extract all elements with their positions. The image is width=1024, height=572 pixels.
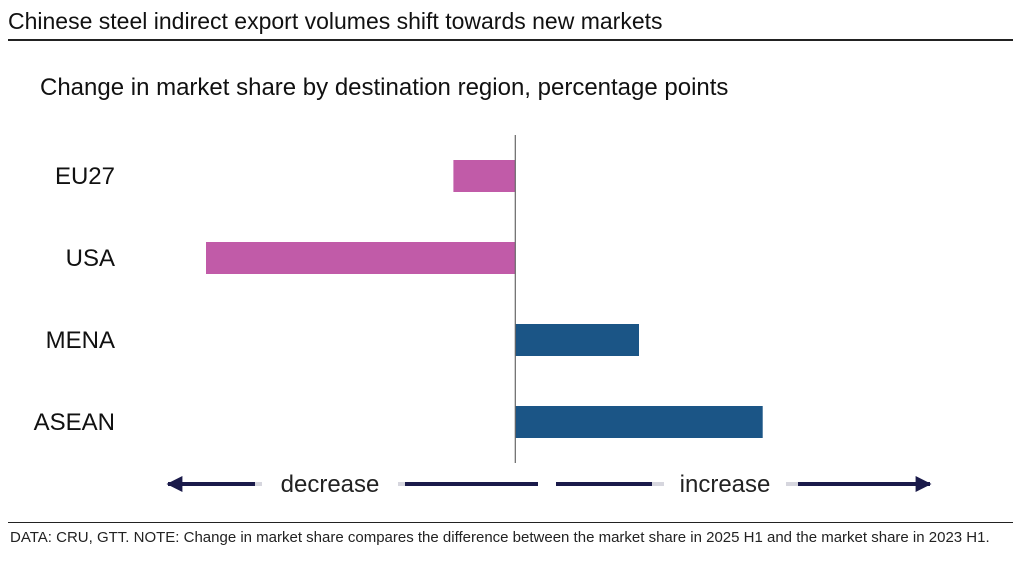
title-divider	[8, 39, 1013, 41]
bar-chart: EU27 USA MENA ASEAN decrease increase	[34, 135, 932, 498]
category-label-mena: MENA	[46, 327, 115, 354]
bar-usa	[206, 242, 516, 274]
footer-divider	[8, 522, 1013, 523]
chart-title: Change in market share by destination re…	[40, 74, 729, 101]
footer-note: DATA: CRU, GTT. NOTE: Change in market s…	[10, 529, 990, 546]
bar-asean	[515, 406, 763, 438]
page-title: Chinese steel indirect export volumes sh…	[8, 8, 663, 34]
category-label-asean: ASEAN	[34, 409, 115, 436]
bar-eu27	[453, 160, 516, 192]
increase-label: increase	[680, 471, 771, 498]
category-label-usa: USA	[66, 245, 115, 272]
bar-mena	[515, 324, 639, 356]
category-label-eu27: EU27	[55, 163, 115, 190]
decrease-label: decrease	[281, 471, 380, 498]
